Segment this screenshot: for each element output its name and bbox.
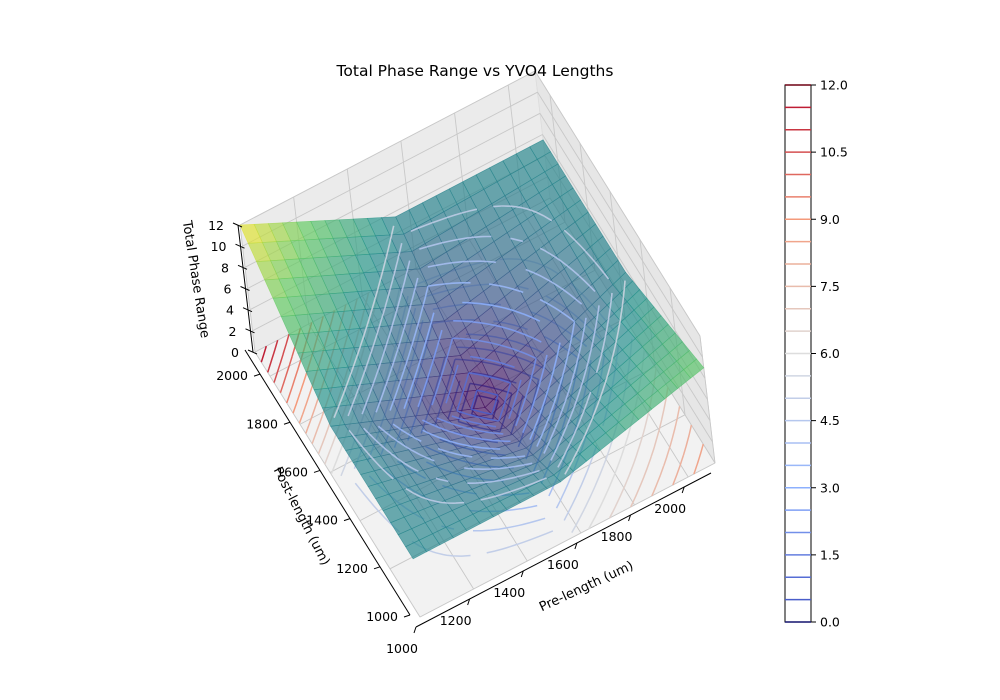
colorbar-tick-label: 7.5 (820, 279, 840, 294)
surface-mesh (239, 139, 705, 560)
gridline-floor-x (254, 351, 421, 618)
chart-title: Total Phase Range vs YVO4 Lengths (336, 62, 614, 80)
x-tick-mark (628, 514, 632, 522)
y-tick-mark (283, 421, 291, 425)
y-tick-label: 2000 (216, 368, 248, 383)
y-tick-label: 1200 (336, 561, 368, 576)
x-tick-label: 1400 (493, 585, 525, 600)
gridline-floor-y (419, 462, 716, 618)
x-tick-mark (467, 598, 471, 606)
x-tick-label: 1600 (547, 557, 579, 572)
y-tick-mark (403, 614, 411, 618)
z-tick-label: 2 (229, 324, 237, 339)
z-tick-label: 0 (231, 345, 239, 360)
surface-contour-line (347, 205, 613, 504)
y-tick-label: 1800 (246, 416, 278, 431)
z-tick-mark (237, 264, 248, 270)
colorbar-tick-label: 1.5 (820, 547, 840, 562)
surface-contour-line (456, 372, 512, 422)
surface-contour-line (375, 260, 587, 470)
z-tick-mark (242, 307, 253, 313)
surface-contour-line (417, 320, 548, 443)
surface-contour-line (333, 225, 626, 475)
floor-contour-line (260, 345, 268, 363)
z-tick-mark (232, 222, 243, 228)
gridline-side-z (534, 70, 701, 337)
z-tick-mark (247, 349, 258, 355)
floor-contour-line (273, 334, 290, 383)
colorbar-tick-label: 3.0 (820, 480, 840, 495)
y-tick-label: 1600 (276, 464, 308, 479)
surface-facet (683, 358, 705, 379)
colorbar-tick-label: 0.0 (820, 615, 840, 630)
z-tick-mark (245, 328, 255, 334)
x-tick-mark (574, 542, 578, 550)
x-axis-line (415, 472, 712, 628)
x-tick-label: 1200 (440, 613, 472, 628)
y-tick-mark (373, 566, 381, 570)
x-tick-mark (681, 486, 685, 494)
floor-contour-line (266, 339, 279, 373)
z-tick-mark (240, 286, 250, 291)
colorbar-tick-label: 6.0 (820, 346, 840, 361)
surface-contour-line (470, 389, 499, 416)
y-tick-label: 1000 (366, 609, 398, 624)
y-tick-mark (313, 469, 321, 473)
y-tick-mark (343, 518, 351, 522)
surface-contour-line (445, 355, 522, 428)
x-tick-mark (520, 570, 524, 578)
x-tick-mark (413, 626, 417, 634)
gridline-side-z (537, 91, 703, 358)
surface-contour-line (403, 301, 561, 450)
z-tick-label: 4 (226, 303, 234, 318)
gridline-side-z (539, 113, 706, 379)
z-tick-label: 10 (211, 239, 227, 254)
axes-ticks: 1000 1200 1400 1600 1800 2000 1000 1200 1400 1600… (208, 218, 712, 656)
z-tick-label: 8 (221, 260, 229, 275)
x-tick-label: 1800 (601, 529, 633, 544)
surface-contour-line (361, 235, 600, 484)
surface-contour-lines (333, 205, 626, 504)
gridline-back-z (239, 70, 536, 226)
colorbar-tick-label: 9.0 (820, 212, 840, 227)
z-axis-label: Total Phase Range (179, 219, 213, 340)
colorbar-tick-label: 12.0 (820, 78, 848, 93)
z-tick-label: 12 (208, 218, 224, 233)
z-tick-mark (235, 243, 245, 249)
gridline-back-z (242, 91, 538, 247)
x-tick-label: 2000 (654, 501, 686, 516)
z-tick-label: 6 (224, 282, 232, 297)
colorbar-tick-label: 10.5 (820, 145, 848, 160)
y-axis-line (244, 349, 411, 616)
colorbar-tick-label: 4.5 (820, 413, 840, 428)
y-tick-label: 1400 (306, 513, 338, 528)
y-tick-mark (253, 373, 261, 377)
surface-contour-line (389, 282, 576, 459)
x-tick-label: 1000 (386, 641, 418, 656)
surface-contour-line (431, 337, 537, 435)
colorbar: 0.0 1.5 3.0 4.5 6.0 7.5 9.0 10.5 12.0 (784, 78, 848, 630)
